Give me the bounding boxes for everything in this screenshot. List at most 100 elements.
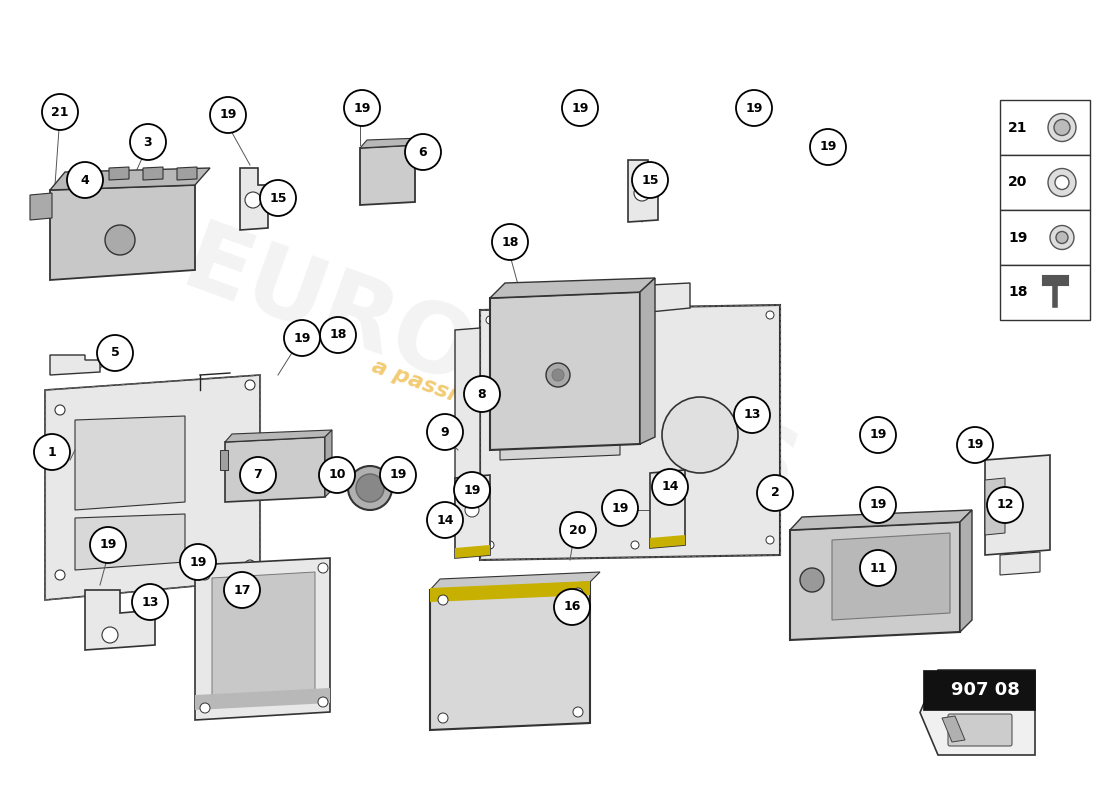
Polygon shape <box>50 168 210 190</box>
Text: 8: 8 <box>477 387 486 401</box>
Polygon shape <box>75 416 185 510</box>
Circle shape <box>245 380 255 390</box>
Circle shape <box>662 397 738 473</box>
Circle shape <box>957 427 993 463</box>
Circle shape <box>1048 169 1076 197</box>
Text: 6: 6 <box>419 146 427 158</box>
Polygon shape <box>360 138 422 148</box>
Polygon shape <box>984 478 1005 535</box>
Polygon shape <box>430 581 590 602</box>
Circle shape <box>573 707 583 717</box>
Circle shape <box>318 563 328 573</box>
Polygon shape <box>212 572 315 702</box>
Circle shape <box>405 134 441 170</box>
Circle shape <box>34 434 70 470</box>
Polygon shape <box>195 688 330 710</box>
Circle shape <box>224 572 260 608</box>
FancyBboxPatch shape <box>948 714 1012 746</box>
Polygon shape <box>177 167 197 180</box>
Text: 19: 19 <box>294 331 310 345</box>
Polygon shape <box>640 278 654 444</box>
Text: 19: 19 <box>99 538 117 551</box>
Circle shape <box>90 527 126 563</box>
Text: 11: 11 <box>869 562 887 574</box>
Text: 2: 2 <box>771 486 780 499</box>
Text: 19: 19 <box>869 498 887 511</box>
Circle shape <box>736 90 772 126</box>
Polygon shape <box>220 450 228 470</box>
Circle shape <box>200 703 210 713</box>
Circle shape <box>486 316 494 324</box>
Circle shape <box>55 405 65 415</box>
Circle shape <box>652 469 688 505</box>
FancyBboxPatch shape <box>1000 265 1090 320</box>
Text: 10: 10 <box>328 469 345 482</box>
Text: 19: 19 <box>746 102 762 114</box>
FancyBboxPatch shape <box>1000 100 1090 155</box>
Polygon shape <box>942 716 965 742</box>
Polygon shape <box>455 545 490 558</box>
Text: 9: 9 <box>441 426 449 438</box>
Circle shape <box>602 490 638 526</box>
Polygon shape <box>960 510 972 632</box>
Polygon shape <box>226 430 332 442</box>
Circle shape <box>42 94 78 130</box>
Circle shape <box>55 570 65 580</box>
Circle shape <box>454 472 490 508</box>
Circle shape <box>554 589 590 625</box>
Circle shape <box>245 560 255 570</box>
Circle shape <box>102 627 118 643</box>
Text: 19: 19 <box>1008 230 1027 245</box>
Text: 7: 7 <box>254 469 263 482</box>
Polygon shape <box>195 558 330 720</box>
Polygon shape <box>490 278 654 298</box>
Circle shape <box>1055 175 1069 190</box>
Polygon shape <box>650 470 685 548</box>
Text: 5: 5 <box>111 346 120 359</box>
Text: a passion for parts since 1985: a passion for parts since 1985 <box>368 356 732 504</box>
Circle shape <box>562 90 598 126</box>
Polygon shape <box>240 168 268 230</box>
Text: 16: 16 <box>563 601 581 614</box>
Text: 12: 12 <box>997 498 1014 511</box>
Text: 14: 14 <box>437 514 453 526</box>
FancyBboxPatch shape <box>1000 155 1090 210</box>
Polygon shape <box>324 430 332 497</box>
Text: 18: 18 <box>502 235 519 249</box>
Text: 13: 13 <box>141 595 158 609</box>
Circle shape <box>379 457 416 493</box>
Text: 19: 19 <box>571 102 588 114</box>
Circle shape <box>860 550 896 586</box>
Circle shape <box>860 487 896 523</box>
Circle shape <box>492 224 528 260</box>
Text: 17: 17 <box>233 583 251 597</box>
Circle shape <box>631 541 639 549</box>
Text: 13: 13 <box>744 409 761 422</box>
Circle shape <box>245 192 261 208</box>
Circle shape <box>97 335 133 371</box>
Circle shape <box>318 697 328 707</box>
Text: 19: 19 <box>219 109 236 122</box>
Circle shape <box>766 311 774 319</box>
Text: 15: 15 <box>270 191 287 205</box>
Polygon shape <box>984 455 1050 555</box>
Text: 19: 19 <box>463 483 481 497</box>
Circle shape <box>634 185 650 201</box>
Circle shape <box>631 316 639 324</box>
Circle shape <box>860 417 896 453</box>
Circle shape <box>260 180 296 216</box>
Polygon shape <box>109 167 129 180</box>
Circle shape <box>1056 231 1068 243</box>
Text: 20: 20 <box>570 523 586 537</box>
Polygon shape <box>500 325 620 460</box>
Circle shape <box>200 570 210 580</box>
Circle shape <box>552 369 564 381</box>
Text: 19: 19 <box>353 102 371 114</box>
Text: 21: 21 <box>1008 121 1027 134</box>
Text: 19: 19 <box>820 141 837 154</box>
Text: 4: 4 <box>80 174 89 186</box>
Text: 18: 18 <box>329 329 346 342</box>
Text: 1: 1 <box>47 446 56 458</box>
Polygon shape <box>75 167 95 180</box>
Polygon shape <box>920 670 1035 755</box>
